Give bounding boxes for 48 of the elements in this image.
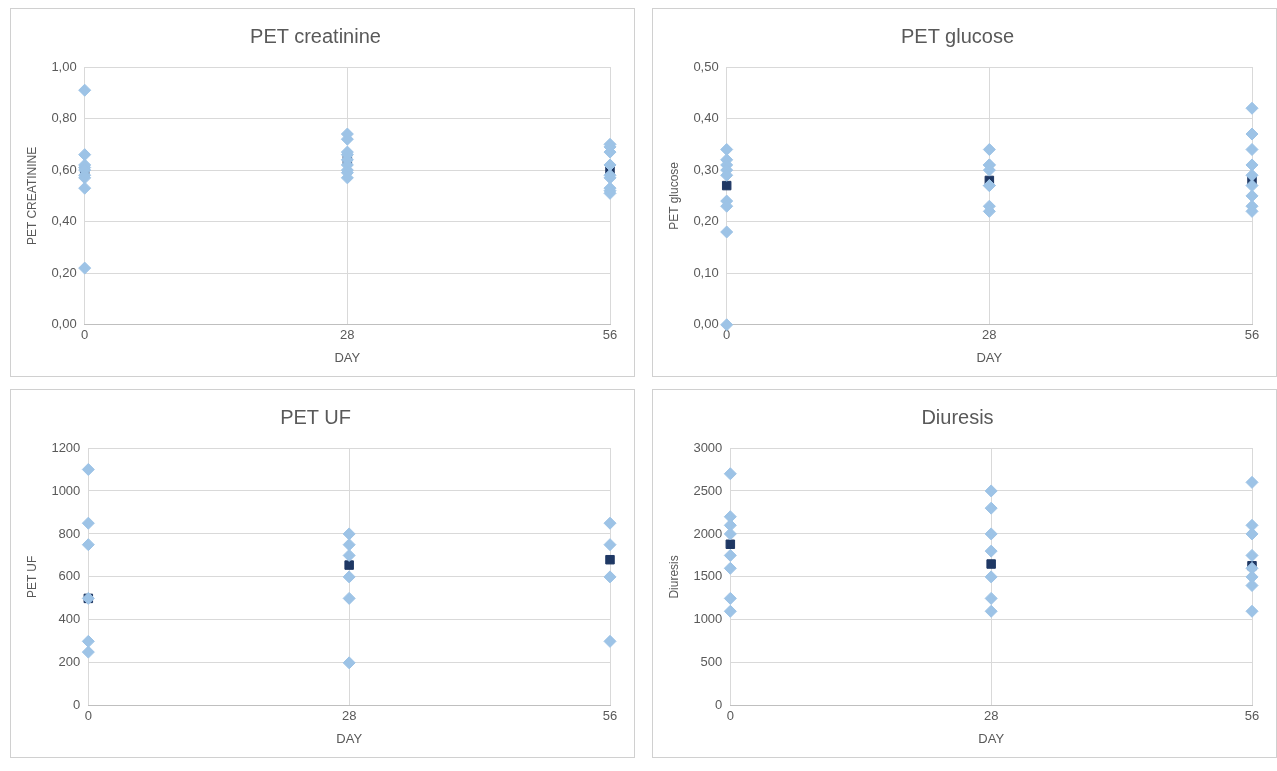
- y-tick-label: 0,60: [51, 161, 77, 177]
- x-axis-title: DAY: [976, 349, 1003, 365]
- chart-title: Diuresis: [921, 405, 994, 428]
- x-axis-title: DAY: [336, 730, 363, 746]
- y-tick-label: 600: [58, 568, 81, 584]
- y-tick-label: 0,10: [693, 264, 719, 280]
- x-tick-label: 28: [340, 327, 355, 343]
- y-tick-label: 0,50: [693, 58, 719, 74]
- y-tick-label: 400: [58, 611, 81, 627]
- y-tick-label: 1000: [693, 611, 723, 627]
- x-axis-title: DAY: [334, 349, 361, 365]
- x-tick-label: 28: [982, 327, 997, 343]
- y-tick-label: 0,20: [51, 264, 77, 280]
- y-tick-label: 500: [700, 654, 723, 670]
- y-tick-label: 1000: [51, 482, 81, 498]
- x-tick-label: 28: [983, 708, 999, 724]
- y-tick-label: 0,40: [693, 110, 719, 126]
- y-tick-label: 0,20: [693, 213, 719, 229]
- y-axis-title: Diuresis: [666, 555, 681, 599]
- y-tick-label: 0,30: [693, 161, 719, 177]
- x-tick-label: 56: [602, 327, 618, 343]
- y-tick-label: 2000: [693, 525, 723, 541]
- y-tick-label: 0,80: [51, 110, 77, 126]
- y-tick-label: 0,00: [693, 316, 719, 332]
- x-tick-label: 56: [602, 708, 618, 724]
- x-tick-label: 0: [726, 708, 734, 724]
- y-tick-label: 200: [58, 654, 81, 670]
- x-tick-label: 28: [341, 708, 357, 724]
- y-tick-label: 2500: [693, 482, 723, 498]
- chart-title: PET creatinine: [250, 24, 381, 47]
- y-tick-label: 0: [73, 697, 81, 713]
- chart-title: PET glucose: [900, 24, 1015, 47]
- y-tick-label: 0,40: [51, 213, 77, 229]
- y-axis-title: PET glucose: [666, 161, 681, 230]
- chart-title: PET UF: [280, 405, 351, 428]
- x-axis-title: DAY: [978, 730, 1005, 746]
- x-tick-label: 56: [1244, 708, 1260, 724]
- x-tick-label: 56: [1244, 327, 1260, 343]
- y-tick-label: 0,00: [51, 316, 77, 332]
- y-axis-title: PET CREATININE: [24, 146, 39, 246]
- y-tick-label: 1,00: [51, 58, 77, 74]
- y-tick-label: 3000: [693, 439, 723, 455]
- y-axis-title: PET UF: [24, 555, 39, 599]
- y-tick-label: 1200: [51, 439, 81, 455]
- y-tick-label: 1500: [693, 568, 723, 584]
- y-tick-label: 800: [58, 525, 81, 541]
- x-tick-label: 0: [84, 708, 92, 724]
- y-tick-label: 0: [715, 697, 723, 713]
